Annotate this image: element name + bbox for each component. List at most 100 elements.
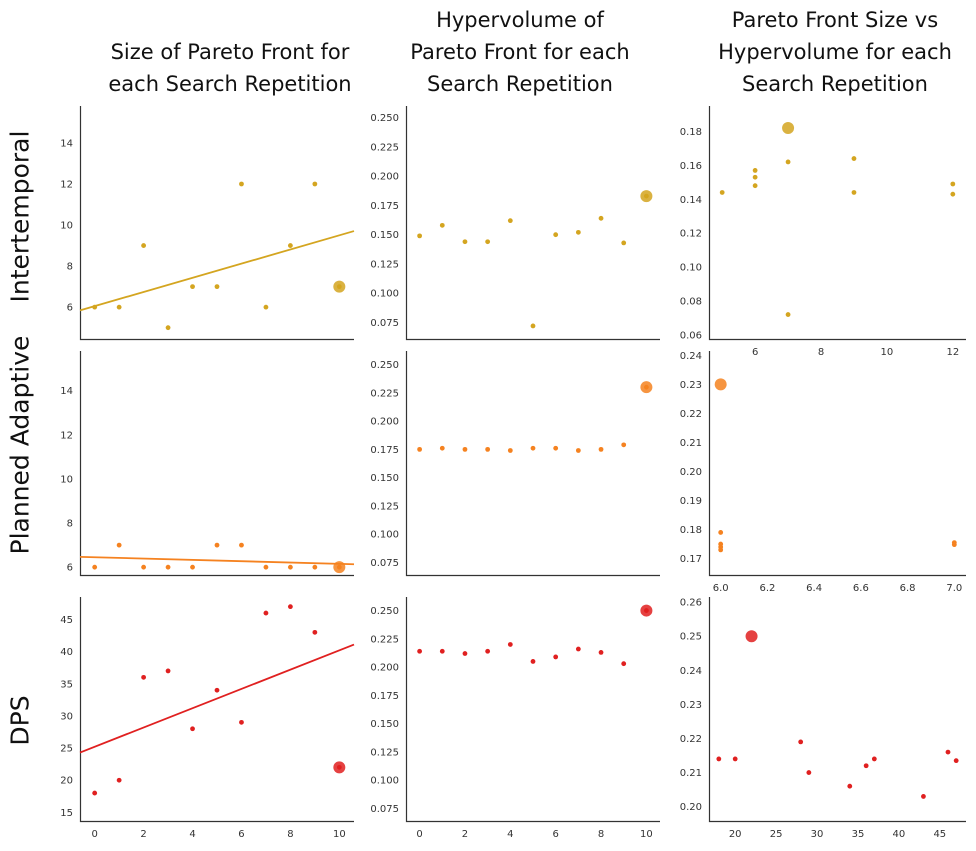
data-point-dps [575, 646, 581, 652]
x-tick-label: 6 [552, 829, 558, 840]
y-tick-label: 0.100 [370, 776, 399, 787]
data-point-planned-adaptive [92, 564, 98, 570]
data-point-planned-adaptive [116, 542, 122, 548]
trend-line [79, 230, 355, 312]
y-tick-label: 0.23 [680, 700, 702, 711]
x-tick-label: 2 [462, 829, 468, 840]
panel-dps-size-vs-hv: 0.20 0.21 0.22 0.23 0.24 0.25 0.26 20 25 30 35 40 45 [680, 597, 966, 840]
x-tick-label: 10 [333, 829, 346, 840]
y-tick-label: 0.22 [680, 734, 702, 745]
column-title-hypervolume: Hypervolume of Pareto Front for each Sea… [410, 8, 630, 96]
data-point-dps [263, 610, 269, 616]
data-point-intertemporal [851, 156, 857, 161]
data-point-planned-adaptive [507, 448, 513, 453]
panel-intertemporal-size-vs-hv: 0.06 0.08 0.10 0.12 0.14 0.16 0.18 6 8 10 12 [680, 106, 966, 358]
data-point-intertemporal [719, 190, 725, 195]
data-point-intertemporal [190, 284, 195, 290]
data-point-planned-adaptive [462, 446, 468, 452]
data-point-planned-adaptive [598, 446, 604, 452]
x-tick-label: 4 [507, 829, 513, 840]
y-tick-label: 0.26 [680, 598, 702, 609]
data-point-intertemporal [462, 239, 468, 245]
data-point-intertemporal [752, 174, 758, 180]
x-tick-label: 6.0 [713, 583, 729, 594]
data-point-dps [716, 756, 722, 762]
y-tick-label: 0.08 [680, 297, 702, 308]
x-tick-label: 0 [416, 829, 422, 840]
data-point-intertemporal [785, 312, 791, 317]
data-point-planned-adaptive [530, 445, 536, 451]
data-point-dps [598, 650, 604, 655]
x-tick-label: 6.8 [900, 583, 916, 594]
x-tick-label: 40 [893, 829, 906, 840]
panel-planned-adaptive-size-vs-hv: 0.17 0.18 0.19 0.20 0.21 0.22 0.23 0.24 6.0 6.2 6.… [680, 351, 966, 594]
axis-spines [708, 351, 966, 577]
data-point-dps [847, 783, 853, 789]
y-tick-label: 0.24 [680, 351, 702, 362]
y-tick-label: 10 [60, 221, 73, 232]
panel-dps-size: 15 20 25 30 35 40 45 0 2 4 6 8 10 [60, 597, 355, 840]
axis-spines [405, 106, 660, 341]
data-point-dps [439, 648, 445, 654]
data-point-planned-adaptive [165, 564, 171, 570]
axis-spines [708, 106, 966, 341]
y-tick-label: 10 [60, 474, 73, 485]
data-point-intertemporal [263, 304, 269, 310]
data-point-intertemporal [141, 243, 147, 248]
highlight-point [782, 122, 795, 135]
x-tick-label: 12 [946, 347, 959, 358]
y-tick-label: 0.21 [680, 438, 702, 449]
x-tick-label: 30 [811, 829, 824, 840]
data-point-planned-adaptive [190, 564, 195, 570]
data-point-planned-adaptive [312, 564, 318, 570]
row-label-planned-adaptive: Planned Adaptive [5, 335, 35, 555]
trend-line [79, 555, 355, 566]
data-point-dps [507, 642, 513, 647]
data-point-intertemporal [116, 304, 122, 310]
data-point-intertemporal [752, 168, 758, 173]
row-label-intertemporal: Intertemporal [5, 130, 35, 303]
data-point-intertemporal [851, 190, 857, 195]
axis-spines [405, 597, 660, 823]
data-point-intertemporal [287, 243, 293, 248]
y-tick-label: 0.225 [370, 634, 399, 645]
y-tick-label: 0.075 [370, 558, 399, 569]
data-point-planned-adaptive [718, 530, 724, 535]
data-point-dps [871, 756, 877, 762]
data-point-intertemporal [530, 323, 536, 329]
data-point-intertemporal [621, 240, 627, 246]
y-tick-label: 0.125 [370, 259, 399, 270]
y-tick-label: 0.225 [370, 142, 399, 153]
data-point-dps [239, 719, 244, 725]
y-tick-label: 0.22 [680, 409, 702, 420]
y-tick-label: 0.100 [370, 530, 399, 541]
data-point-intertemporal [417, 233, 423, 239]
axis-spines [79, 351, 354, 577]
panel-intertemporal-hypervolume: 0.075 0.100 0.125 0.150 0.175 0.200 0.225 0.250 [370, 106, 660, 341]
y-tick-label: 0.200 [370, 172, 399, 183]
x-tick-label: 25 [770, 829, 783, 840]
y-tick-label: 0.075 [370, 318, 399, 329]
axis-spines [405, 351, 660, 577]
axis-spines [79, 597, 354, 823]
data-point-planned-adaptive [263, 564, 269, 570]
y-tick-label: 0.225 [370, 388, 399, 399]
data-point-dps [190, 726, 195, 732]
y-tick-label: 0.16 [680, 161, 702, 172]
data-point-intertemporal [575, 229, 581, 235]
highlight-point [333, 761, 346, 774]
data-point-planned-adaptive [214, 542, 220, 548]
data-point-dps [485, 648, 491, 654]
y-tick-label: 12 [60, 180, 73, 191]
y-tick-label: 15 [60, 808, 73, 819]
data-point-dps [165, 668, 171, 674]
y-tick-label: 0.100 [370, 289, 399, 300]
y-tick-label: 0.175 [370, 691, 399, 702]
data-point-dps [553, 654, 559, 660]
y-tick-label: 0.06 [680, 330, 702, 341]
data-point-intertemporal [507, 218, 513, 224]
data-point-dps [945, 749, 951, 755]
x-tick-label: 6 [238, 829, 244, 840]
data-point-planned-adaptive [718, 547, 724, 553]
y-tick-label: 0.150 [370, 473, 399, 484]
